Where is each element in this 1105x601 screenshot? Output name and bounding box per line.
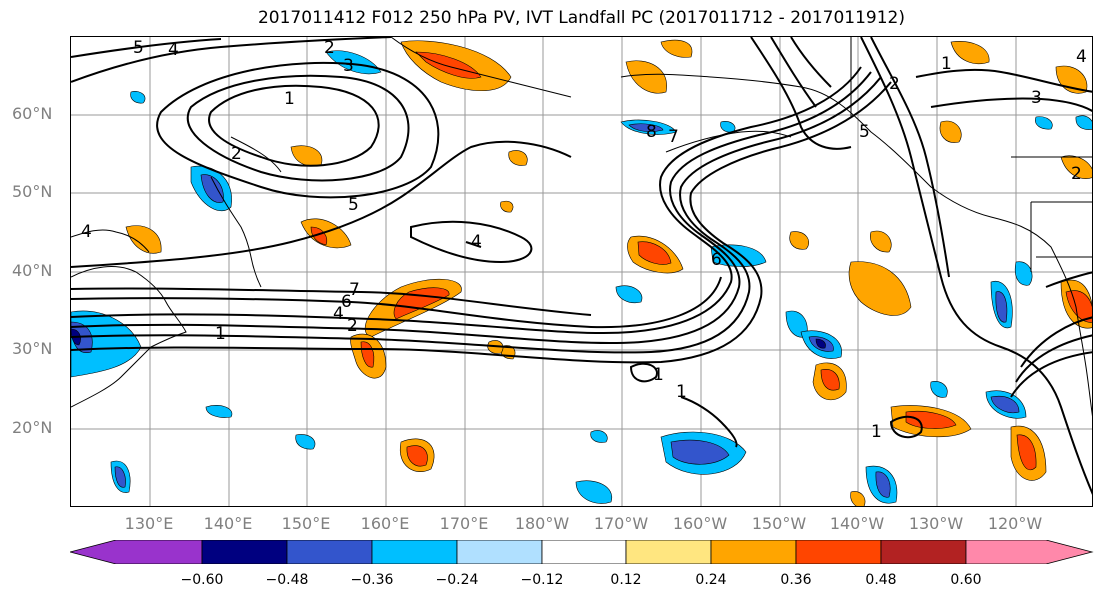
colorbar-segment-9 [880, 540, 967, 564]
lat-label-40n: 40°N [12, 261, 53, 280]
lon-label-160e: 160°E [360, 514, 410, 533]
contour-label: 2 [889, 74, 900, 94]
coastlines [71, 37, 1092, 417]
lat-label-30n: 30°N [12, 339, 53, 358]
colorbar [70, 540, 1094, 564]
lon-label-160w: 160°W [672, 514, 728, 533]
lon-label-140e: 140°E [203, 514, 253, 533]
positive-anomaly-shading [125, 39, 1092, 506]
negative-anomaly-shading [71, 50, 1092, 504]
contour-label: 1 [653, 365, 664, 385]
colorbar-tick-label: 0.48 [865, 572, 897, 588]
contour-label: 5 [348, 195, 359, 215]
colorbar-segment-10 [965, 540, 1094, 564]
lon-label-140w: 140°W [829, 514, 885, 533]
map-svg: 5 4 2 3 1 2 5 4 1 7 6 4 2 1 7 6 2 3 5 4 … [71, 37, 1092, 506]
colorbar-segments [70, 540, 1094, 564]
colorbar-segment-3 [371, 540, 458, 564]
lat-label-60n: 60°N [12, 104, 53, 123]
contour-label: 1 [676, 382, 687, 402]
lon-label-170e: 170°E [439, 514, 489, 533]
lat-label-20n: 20°N [12, 418, 53, 437]
colorbar-tick-label: 0.24 [695, 572, 727, 588]
contour-label: 2 [347, 316, 358, 336]
pv-contours [71, 37, 1092, 495]
contour-label: 2 [231, 144, 242, 164]
lon-label-130w: 130°W [908, 514, 964, 533]
contour-label: 5 [859, 122, 870, 142]
contour-label: 4 [1076, 47, 1087, 67]
contour-label: 2 [1071, 164, 1082, 184]
contour-label: 6 [711, 250, 722, 270]
colorbar-segment-6 [625, 540, 712, 564]
contour-label: 3 [343, 56, 354, 76]
contour-label: 2 [324, 38, 335, 58]
colorbar-segment-1 [201, 540, 288, 564]
map-panel: 5 4 2 3 1 2 5 4 1 7 6 4 2 1 7 6 2 3 5 4 … [70, 36, 1093, 507]
contour-label: 3 [1031, 88, 1042, 108]
colorbar-tick-label: −0.24 [435, 572, 479, 588]
colorbar-tick-label: 0.12 [610, 572, 642, 588]
lon-label-130e: 130°E [124, 514, 174, 533]
contour-label: 4 [471, 232, 482, 252]
contour-label: 6 [341, 292, 352, 312]
colorbar-segment-2 [286, 540, 373, 564]
colorbar-tick-label: 0.36 [780, 572, 812, 588]
colorbar-segment-5 [541, 540, 627, 564]
colorbar-segment-4 [456, 540, 543, 564]
graticule [71, 37, 1092, 506]
contour-label: 1 [284, 89, 295, 109]
colorbar-tick-label: 0.60 [950, 572, 982, 588]
contour-label: 7 [668, 127, 679, 147]
colorbar-tick-label: −0.36 [350, 572, 394, 588]
contour-label: 4 [333, 304, 344, 324]
lon-label-180w: 180°W [514, 514, 570, 533]
lon-label-170w: 170°W [593, 514, 649, 533]
lat-label-50n: 50°N [12, 182, 53, 201]
contour-label: 4 [168, 40, 179, 60]
colorbar-tick-label: −0.48 [265, 572, 309, 588]
contour-label: 1 [215, 324, 226, 344]
map-title: 2017011412 F012 250 hPa PV, IVT Landfall… [257, 8, 905, 28]
lon-label-120w: 120°W [987, 514, 1043, 533]
lon-label-150w: 150°W [751, 514, 807, 533]
contour-label: 5 [133, 38, 144, 58]
colorbar-segment-7 [710, 540, 797, 564]
contour-label: 7 [349, 280, 360, 300]
contour-label: 1 [871, 422, 882, 442]
colorbar-segment-0 [70, 540, 203, 564]
colorbar-segment-8 [795, 540, 882, 564]
contour-label: 8 [646, 122, 657, 142]
colorbar-tick-label: −0.12 [520, 572, 564, 588]
contour-label: 1 [941, 54, 952, 74]
colorbar-tick-label: −0.60 [180, 572, 224, 588]
contour-label: 4 [81, 222, 92, 242]
lon-label-150e: 150°E [281, 514, 331, 533]
